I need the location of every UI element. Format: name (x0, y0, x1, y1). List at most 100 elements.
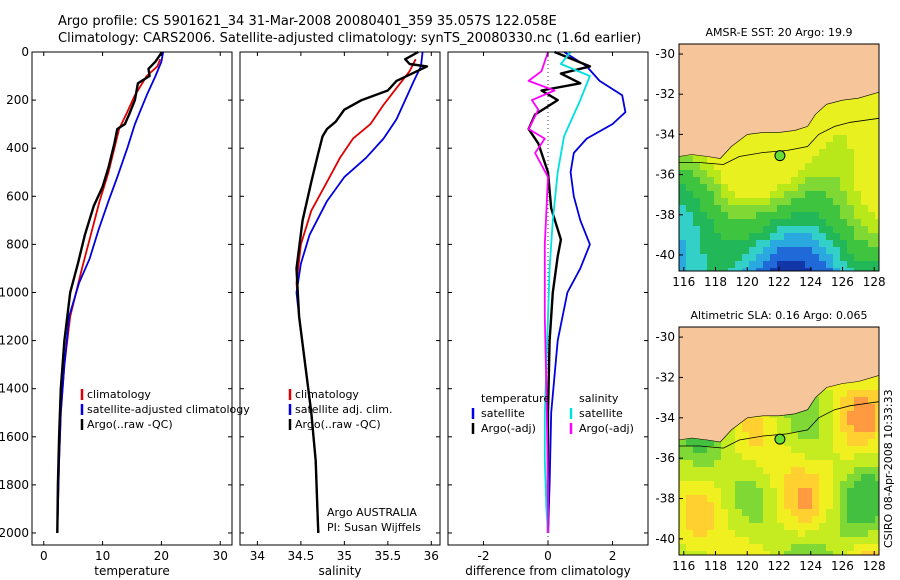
map-cell (812, 135, 820, 143)
map-cell (798, 177, 806, 185)
map-cell (833, 481, 841, 489)
map-cell (770, 205, 778, 213)
map-cell (819, 544, 827, 552)
map-cell (728, 502, 736, 510)
map-cell (735, 516, 743, 524)
map-cell (847, 439, 855, 447)
map-cell (819, 233, 827, 241)
map-cell (700, 544, 708, 552)
map-cell (854, 163, 862, 171)
map-cell (763, 135, 771, 143)
map-cell (742, 516, 750, 524)
map-cell (679, 156, 687, 164)
y-tick-label: 2000 (0, 526, 29, 540)
map-cell (756, 509, 764, 517)
map-cell (756, 247, 764, 255)
map-cell (693, 474, 701, 482)
map-cell (840, 233, 848, 241)
map-cell (707, 474, 715, 482)
map-cell (854, 432, 862, 440)
map-cell (679, 191, 687, 199)
map-cell (749, 446, 757, 454)
map-cell (868, 453, 876, 461)
map-cell (742, 198, 750, 206)
map-cell (847, 261, 855, 269)
map-cell (840, 502, 848, 510)
map-cell (826, 495, 834, 503)
map-cell (735, 219, 743, 227)
map-cell (700, 453, 708, 461)
map-cell (875, 149, 879, 157)
map-cell (861, 247, 869, 255)
map-cell (777, 537, 785, 545)
map-cell (784, 261, 792, 269)
map-cell (798, 439, 806, 447)
map-cell (847, 390, 855, 398)
map-cell (812, 418, 820, 426)
map-cell (854, 149, 862, 157)
map-cell (812, 439, 820, 447)
map-cell (847, 481, 855, 489)
map-cell (819, 212, 827, 220)
map-cell (868, 128, 876, 136)
map-cell (735, 233, 743, 241)
map-cell (693, 551, 701, 555)
map-cell (791, 170, 799, 178)
map-cell (770, 177, 778, 185)
map-cell (791, 205, 799, 213)
map-cell (749, 149, 757, 157)
map-cell (735, 261, 743, 269)
map-cell (861, 502, 869, 510)
map-cell (833, 404, 841, 412)
map-cell (854, 205, 862, 213)
map-cell (854, 411, 862, 419)
map-cell (700, 516, 708, 524)
map-cell (728, 205, 736, 213)
map-cell (833, 446, 841, 454)
map-cell (756, 142, 764, 150)
map-cell (812, 149, 820, 157)
map-y-tick-label: -38 (655, 492, 675, 506)
map-cell (840, 509, 848, 517)
map-cell (784, 240, 792, 248)
map-cell (777, 453, 785, 461)
plot-frame-salinity (239, 51, 441, 546)
map-cell (721, 544, 729, 552)
map-cell (728, 191, 736, 199)
map-cell (819, 184, 827, 192)
map-cell (777, 523, 785, 531)
map-cell (770, 163, 778, 171)
map-cell (868, 149, 876, 157)
map-cell (742, 170, 750, 178)
map-cell (847, 128, 855, 136)
map-cell (854, 523, 862, 531)
map-cell (770, 254, 778, 262)
map-cell (840, 205, 848, 213)
map-cell (721, 163, 729, 171)
map-cell (735, 198, 743, 206)
x-axis-label: salinity (318, 564, 361, 578)
map-cell (735, 537, 743, 545)
map-cell (854, 121, 862, 129)
map-x-tick-label: 122 (768, 275, 791, 289)
map-cell (840, 177, 848, 185)
map-cell (700, 460, 708, 468)
map-cell (749, 254, 757, 262)
map-cell (819, 226, 827, 234)
map-cell (791, 142, 799, 150)
map-cell (833, 254, 841, 262)
map-cell (742, 254, 750, 262)
map-cell (777, 425, 785, 433)
map-cell (854, 268, 862, 271)
map-cell (784, 537, 792, 545)
map-cell (854, 404, 862, 412)
map-cell (812, 261, 820, 269)
map-cell (686, 537, 694, 545)
map-cell (812, 425, 820, 433)
map-cell (700, 509, 708, 517)
map-cell (721, 177, 729, 185)
map-cell (840, 516, 848, 524)
map-cell (742, 439, 750, 447)
map-cell (770, 191, 778, 199)
map-cell (812, 240, 820, 248)
